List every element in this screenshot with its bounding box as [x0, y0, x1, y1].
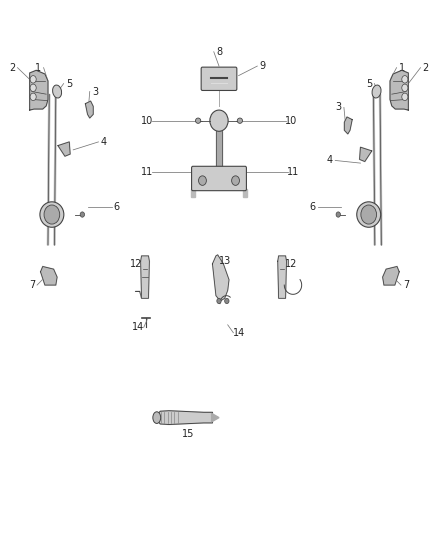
Polygon shape [212, 255, 229, 301]
Circle shape [80, 212, 85, 217]
Circle shape [225, 298, 229, 304]
Text: 11: 11 [287, 167, 299, 177]
Circle shape [402, 84, 408, 92]
Circle shape [30, 76, 36, 83]
Text: 8: 8 [216, 47, 222, 56]
Ellipse shape [357, 202, 381, 227]
Polygon shape [30, 70, 48, 110]
Polygon shape [216, 131, 222, 171]
Ellipse shape [195, 118, 201, 123]
Text: 1: 1 [399, 63, 405, 72]
Circle shape [336, 212, 340, 217]
Text: 6: 6 [113, 202, 120, 212]
Text: 7: 7 [29, 280, 35, 290]
Circle shape [402, 76, 408, 83]
Polygon shape [85, 101, 93, 118]
Text: 10: 10 [141, 116, 153, 126]
FancyBboxPatch shape [201, 67, 237, 91]
Ellipse shape [153, 412, 161, 423]
Circle shape [198, 176, 206, 185]
Polygon shape [141, 256, 149, 298]
Text: 6: 6 [310, 202, 316, 212]
Ellipse shape [40, 202, 64, 227]
Polygon shape [41, 266, 57, 285]
Ellipse shape [53, 85, 62, 98]
Text: 5: 5 [366, 78, 372, 88]
Text: 4: 4 [101, 137, 107, 147]
Text: 7: 7 [403, 280, 409, 290]
Polygon shape [58, 142, 70, 156]
Polygon shape [278, 256, 286, 298]
Text: 11: 11 [141, 167, 153, 177]
Text: 5: 5 [66, 78, 72, 88]
Text: 12: 12 [130, 259, 142, 269]
FancyBboxPatch shape [191, 166, 247, 191]
Circle shape [30, 84, 36, 92]
Polygon shape [383, 266, 399, 285]
Text: 1: 1 [35, 63, 42, 72]
Circle shape [44, 205, 60, 224]
Polygon shape [156, 411, 212, 424]
Ellipse shape [372, 85, 381, 98]
Polygon shape [390, 70, 408, 110]
Text: 15: 15 [182, 429, 195, 439]
Polygon shape [243, 189, 247, 197]
Polygon shape [191, 189, 195, 197]
Polygon shape [212, 414, 219, 422]
Circle shape [217, 298, 221, 304]
Text: 14: 14 [132, 322, 145, 333]
Circle shape [361, 205, 377, 224]
Ellipse shape [237, 118, 243, 123]
Circle shape [402, 93, 408, 101]
Text: 14: 14 [233, 328, 245, 338]
Circle shape [232, 176, 240, 185]
Text: 12: 12 [285, 259, 297, 269]
Text: 4: 4 [327, 156, 333, 165]
Polygon shape [360, 147, 372, 161]
Text: 9: 9 [259, 61, 265, 71]
Polygon shape [344, 117, 352, 134]
Text: 13: 13 [219, 256, 232, 266]
Text: 2: 2 [423, 63, 429, 72]
Ellipse shape [210, 110, 228, 131]
Text: 3: 3 [92, 86, 98, 96]
Text: 2: 2 [9, 63, 15, 72]
Circle shape [30, 93, 36, 101]
Text: 10: 10 [285, 116, 297, 126]
Text: 3: 3 [336, 102, 342, 112]
